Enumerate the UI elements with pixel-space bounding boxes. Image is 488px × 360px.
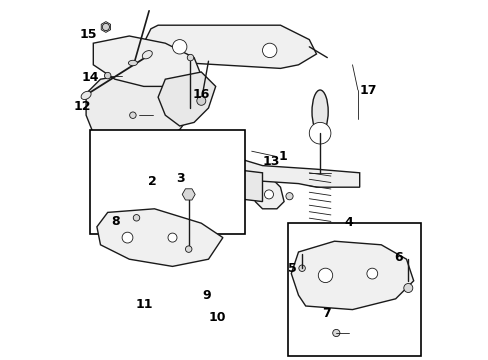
Polygon shape: [101, 22, 110, 32]
Bar: [89, 130, 244, 234]
Ellipse shape: [285, 193, 292, 200]
Polygon shape: [93, 36, 201, 86]
Text: 2: 2: [147, 175, 156, 188]
Ellipse shape: [185, 246, 192, 252]
Text: 16: 16: [192, 88, 209, 101]
Ellipse shape: [264, 190, 273, 199]
Ellipse shape: [332, 329, 339, 337]
Ellipse shape: [196, 96, 205, 105]
Text: 1: 1: [278, 150, 287, 163]
Ellipse shape: [129, 112, 136, 118]
Polygon shape: [172, 162, 262, 202]
Ellipse shape: [168, 233, 177, 242]
Ellipse shape: [81, 91, 91, 99]
Text: 10: 10: [208, 311, 226, 324]
Ellipse shape: [104, 72, 111, 79]
Text: 11: 11: [135, 298, 152, 311]
Ellipse shape: [133, 215, 140, 221]
Text: 5: 5: [287, 262, 296, 275]
Polygon shape: [101, 140, 359, 187]
Ellipse shape: [187, 54, 193, 61]
Polygon shape: [97, 209, 223, 266]
Ellipse shape: [172, 40, 186, 54]
Polygon shape: [255, 180, 284, 209]
Ellipse shape: [311, 90, 327, 133]
Text: 9: 9: [202, 289, 211, 302]
Ellipse shape: [403, 284, 412, 292]
Ellipse shape: [318, 268, 332, 283]
Ellipse shape: [366, 268, 377, 279]
Ellipse shape: [102, 23, 109, 31]
Ellipse shape: [128, 60, 137, 66]
Ellipse shape: [298, 265, 305, 271]
Text: 17: 17: [359, 84, 376, 96]
Ellipse shape: [309, 122, 330, 144]
Text: 15: 15: [79, 28, 97, 41]
Text: 6: 6: [393, 251, 402, 264]
Ellipse shape: [142, 51, 152, 59]
Ellipse shape: [262, 43, 276, 58]
Text: 14: 14: [81, 71, 99, 84]
Text: 8: 8: [111, 215, 120, 228]
Polygon shape: [86, 72, 190, 140]
Polygon shape: [158, 72, 215, 126]
Polygon shape: [291, 241, 413, 310]
Polygon shape: [143, 25, 316, 68]
Text: 7: 7: [322, 307, 330, 320]
Polygon shape: [182, 189, 195, 200]
Text: 13: 13: [262, 155, 280, 168]
Ellipse shape: [122, 232, 133, 243]
Text: 12: 12: [74, 100, 91, 113]
Text: 4: 4: [344, 216, 352, 229]
Text: 3: 3: [176, 172, 184, 185]
Bar: [287, 223, 420, 356]
